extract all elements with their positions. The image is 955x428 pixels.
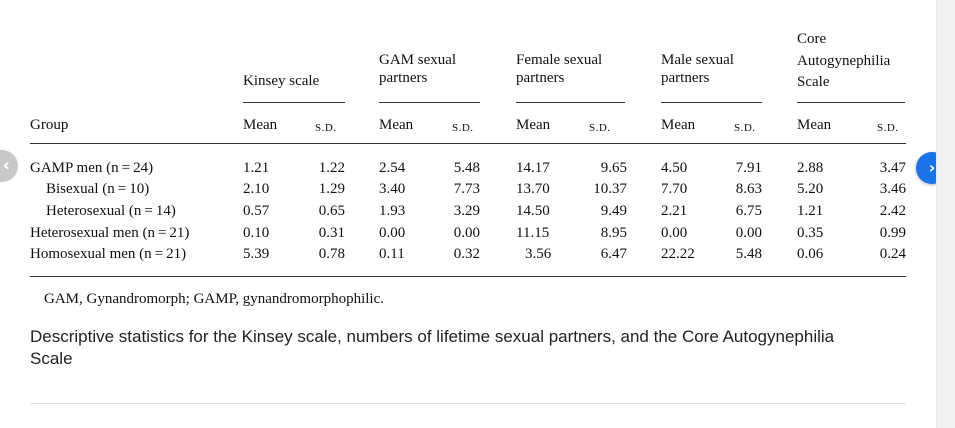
- table-cell: 11.15: [516, 225, 550, 241]
- row-label: GAMP men (n = 24): [30, 160, 154, 176]
- table-cell: 0.00: [379, 225, 406, 241]
- header-male-partners: Male sexual partners: [661, 52, 734, 86]
- table-cell: 2.88: [797, 160, 824, 176]
- row-label: Heterosexual (n = 14): [46, 203, 176, 219]
- table-cell: 5.48: [735, 246, 762, 262]
- table-cell: 22.22: [661, 246, 695, 262]
- table-cell: 2.21: [661, 203, 688, 219]
- table-caption: Descriptive statistics for the Kinsey sc…: [30, 327, 835, 368]
- header-female-partners: Female sexual partners: [516, 52, 603, 86]
- header-gam-partners: GAM sexual partners: [379, 52, 457, 86]
- table-footnote: GAM, Gynandromorph; GAMP, gynandromorpho…: [44, 291, 384, 307]
- table-cell: 0.32: [453, 246, 480, 262]
- table-cell: 7.70: [661, 181, 688, 197]
- table-cell: 0.00: [735, 225, 762, 241]
- table-cell: 0.65: [318, 203, 345, 219]
- row-label: Bisexual (n = 10): [46, 181, 150, 197]
- table-cell: 1.22: [318, 160, 345, 176]
- table-cell: 5.39: [243, 246, 270, 262]
- table-cell: 0.24: [879, 246, 906, 262]
- subheader-rule: [30, 143, 906, 144]
- table-cell: 2.54: [379, 160, 406, 176]
- table-cell: 1.93: [379, 203, 406, 219]
- table-cell: 14.50: [516, 203, 550, 219]
- data-table: Kinsey scale GAM sexual partners Female s…: [30, 0, 906, 280]
- mean-label: Mean: [661, 117, 696, 133]
- table-cell: 9.49: [600, 203, 627, 219]
- table-cell: 3.29: [453, 203, 480, 219]
- mean-label: Mean: [379, 117, 414, 133]
- row-label: Heterosexual men (n = 21): [30, 225, 190, 241]
- table-cell: 0.99: [879, 225, 906, 241]
- table-cell: 2.42: [879, 203, 906, 219]
- table-cell: 1.21: [797, 203, 824, 219]
- table-cell: 7.91: [735, 160, 762, 176]
- header-rule-core: [797, 102, 905, 103]
- row-label: Homosexual men (n = 21): [30, 246, 187, 262]
- mean-label: Mean: [516, 117, 551, 133]
- table-cell: 3.46: [879, 181, 906, 197]
- table-cell: 0.06: [797, 246, 824, 262]
- table-cell: 14.17: [516, 160, 550, 176]
- mean-label: Mean: [797, 117, 832, 133]
- sd-label: S.D.: [589, 122, 611, 134]
- table-cell: 8.63: [735, 181, 762, 197]
- table-cell: 5.20: [797, 181, 824, 197]
- header-core-autogynephilia: Core Autogynephilia Scale: [797, 31, 891, 90]
- table-cell: 4.50: [661, 160, 688, 176]
- table-cell: 1.29: [318, 181, 345, 197]
- table-cell: 7.73: [453, 181, 480, 197]
- divider: [30, 403, 906, 404]
- mean-label: Mean: [243, 117, 278, 133]
- table-cell: 0.00: [661, 225, 688, 241]
- table-cell: 0.10: [243, 225, 270, 241]
- table-cell: 9.65: [600, 160, 627, 176]
- table-cell: 0.35: [797, 225, 824, 241]
- group-column-label: Group: [30, 117, 69, 133]
- previous-button[interactable]: ‹: [0, 150, 18, 182]
- header-kinsey: Kinsey scale: [243, 73, 320, 89]
- sd-label: S.D.: [734, 122, 756, 134]
- sd-label: S.D.: [877, 122, 899, 134]
- sd-label: S.D.: [452, 122, 474, 134]
- table-cell: 0.00: [453, 225, 480, 241]
- table-cell: 6.75: [735, 203, 762, 219]
- header-rule-female: [516, 102, 625, 103]
- table-cell: 0.57: [243, 203, 270, 219]
- table-bottom-rule: [30, 276, 906, 277]
- table-cell: 0.11: [379, 246, 405, 262]
- table-cell: 8.95: [600, 225, 627, 241]
- table-cell: 2.10: [243, 181, 270, 197]
- table-cell: 0.31: [318, 225, 345, 241]
- sd-label: S.D.: [315, 122, 337, 134]
- header-rule-gam: [379, 102, 480, 103]
- table-cell: 5.48: [453, 160, 480, 176]
- table-cell: 0.78: [318, 246, 345, 262]
- header-rule-kinsey: [243, 102, 345, 103]
- table-cell: 3.56: [525, 246, 552, 262]
- table-cell: 3.40: [379, 181, 406, 197]
- scrollbar[interactable]: [936, 0, 955, 428]
- table-cell: 10.37: [593, 181, 627, 197]
- table-cell: 6.47: [600, 246, 627, 262]
- table-cell: 3.47: [879, 160, 906, 176]
- header-rule-male: [661, 102, 762, 103]
- table-cell: 13.70: [516, 181, 550, 197]
- table-cell: 1.21: [243, 160, 270, 176]
